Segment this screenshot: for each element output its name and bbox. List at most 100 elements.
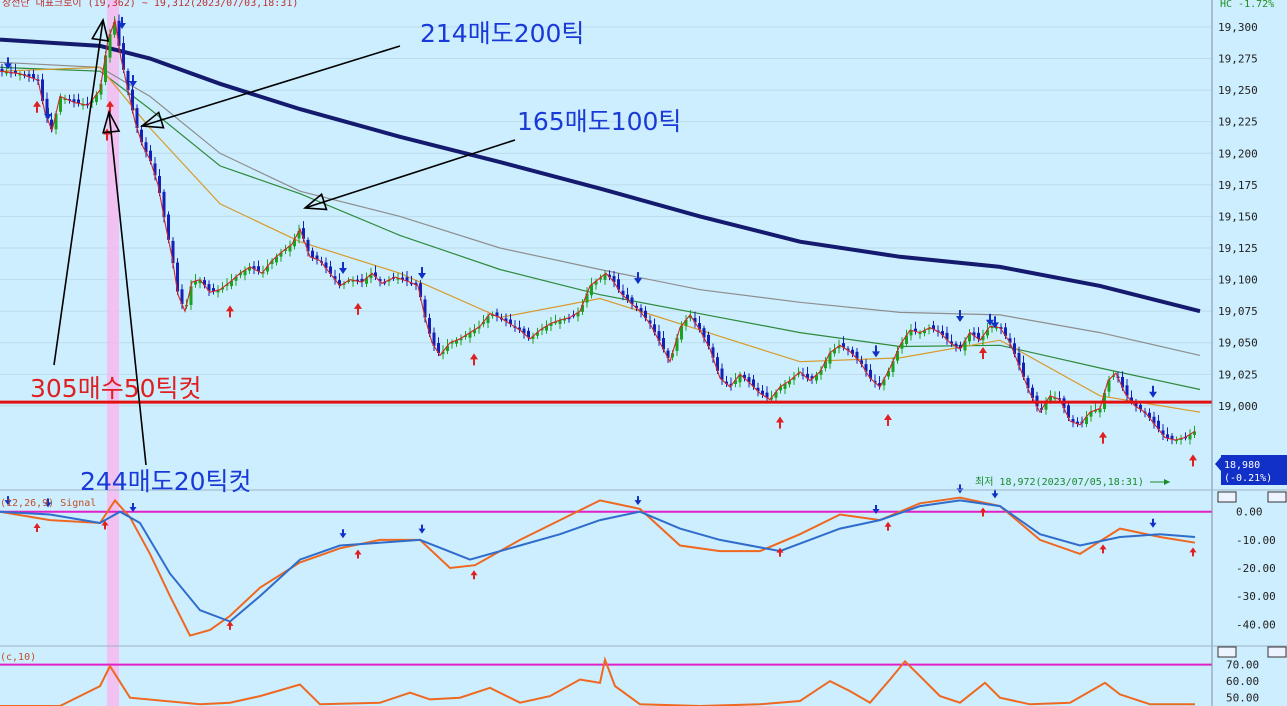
- arrow-165-sell-shaft: [304, 139, 516, 209]
- macd-tick-label: -10.00: [1236, 534, 1276, 547]
- candle-body: [27, 74, 31, 77]
- candle-body: [639, 308, 643, 313]
- buy-marker-head: [354, 302, 362, 309]
- price-tick-label: 19,000: [1218, 400, 1258, 413]
- candle-body: [239, 272, 242, 276]
- candle-body: [1170, 435, 1174, 440]
- candle-body: [594, 281, 598, 285]
- candle-body: [662, 338, 665, 350]
- osc-close-button[interactable]: [1267, 646, 1287, 658]
- sell-marker-head: [991, 322, 999, 329]
- sell-marker-head: [118, 22, 126, 29]
- candle-body: [531, 336, 535, 339]
- macd-series-macd: [0, 496, 1196, 637]
- candle-body: [720, 368, 724, 380]
- candle-body: [459, 338, 463, 341]
- osc-series-line: [0, 656, 1195, 706]
- price-tick-label: 19,175: [1218, 179, 1258, 192]
- candle-body: [648, 320, 652, 324]
- macd-close-button[interactable]: [1267, 491, 1287, 503]
- macd-sell-marker-head: [44, 502, 52, 508]
- candle-body: [288, 245, 292, 252]
- candle-body: [1157, 420, 1160, 430]
- candle-body: [401, 277, 404, 280]
- candle-body: [765, 392, 769, 398]
- price-tick-label: 19,100: [1218, 274, 1258, 287]
- candle-body: [779, 386, 782, 391]
- candle-body: [464, 335, 467, 337]
- candle-body: [959, 344, 962, 349]
- candle-body: [225, 284, 229, 286]
- candle-body: [243, 270, 247, 276]
- candle-body: [275, 256, 278, 263]
- buy-marker-head: [1189, 454, 1197, 461]
- oscillator-panel: [0, 656, 1212, 706]
- arrow-305-buy-shaft: [53, 19, 104, 366]
- macd-minimize-button[interactable]: [1217, 491, 1237, 503]
- candle-body: [1049, 395, 1052, 401]
- candle-body: [1161, 430, 1165, 435]
- macd-tick-label: -30.00: [1236, 590, 1276, 603]
- candle-body: [626, 294, 629, 300]
- candle-body: [590, 284, 593, 296]
- macd-sell-marker-head: [634, 500, 642, 506]
- candle-body: [342, 283, 346, 285]
- candle-body: [432, 332, 436, 346]
- candle-body: [581, 304, 584, 312]
- candle-body: [855, 351, 859, 359]
- price-tick-label: 19,150: [1218, 210, 1258, 223]
- osc-minimize-button[interactable]: [1217, 646, 1237, 658]
- moving-average-MA-long: [0, 37, 1201, 314]
- macd-buy-marker-head: [226, 620, 234, 626]
- candle-body: [1121, 376, 1124, 388]
- candle-body: [266, 266, 269, 272]
- macd-buy-marker-head: [1099, 544, 1107, 550]
- candle-body: [540, 328, 544, 331]
- candle-body: [612, 275, 616, 283]
- candle-body: [873, 380, 877, 383]
- price-tick-label: 19,050: [1218, 337, 1258, 350]
- candle-body: [518, 327, 521, 330]
- candle-body: [50, 119, 53, 130]
- sell-marker-head: [339, 268, 347, 274]
- candle-body: [963, 340, 967, 351]
- low-price-arrow-head: [1164, 479, 1170, 485]
- candle-body: [216, 290, 220, 293]
- price-tick-label: 19,200: [1218, 147, 1258, 160]
- candle-body: [972, 332, 976, 336]
- macd-buy-marker-head: [470, 570, 478, 576]
- sell-marker-head: [872, 351, 880, 358]
- candle-body: [14, 70, 17, 74]
- candle-body: [549, 323, 553, 326]
- candle-body: [675, 337, 679, 351]
- arrow-244-sell-head: [102, 109, 121, 134]
- macd-buy-marker-head: [354, 549, 362, 555]
- candle-body: [644, 310, 647, 319]
- candle-body: [54, 113, 58, 130]
- macd-buy-marker-head: [33, 522, 41, 528]
- candle-body: [716, 357, 719, 371]
- candle-body: [1098, 408, 1102, 413]
- candle-body: [234, 276, 238, 281]
- arrow-244-sell-shaft: [108, 111, 147, 466]
- candle-body: [927, 328, 931, 330]
- candle-body: [1193, 431, 1196, 435]
- candle-body: [1175, 439, 1178, 442]
- candle-body: [774, 392, 778, 398]
- candle-body: [126, 70, 130, 91]
- candle-body: [918, 332, 922, 335]
- macd-buy-marker-head: [1189, 547, 1197, 553]
- candle-body: [59, 96, 62, 112]
- candle-body: [536, 332, 539, 336]
- candle-body: [351, 280, 355, 282]
- candle-body: [1094, 410, 1097, 412]
- arrow-165-sell-head: [302, 192, 328, 211]
- candle-body: [414, 282, 418, 285]
- candle-body: [711, 347, 715, 358]
- candle-body: [482, 321, 485, 325]
- candle-body: [707, 334, 710, 347]
- price-tick-label: 19,300: [1218, 21, 1258, 34]
- candle-body: [810, 376, 814, 379]
- buy-sell-markers: [4, 16, 1197, 467]
- buy-marker-head: [33, 100, 41, 107]
